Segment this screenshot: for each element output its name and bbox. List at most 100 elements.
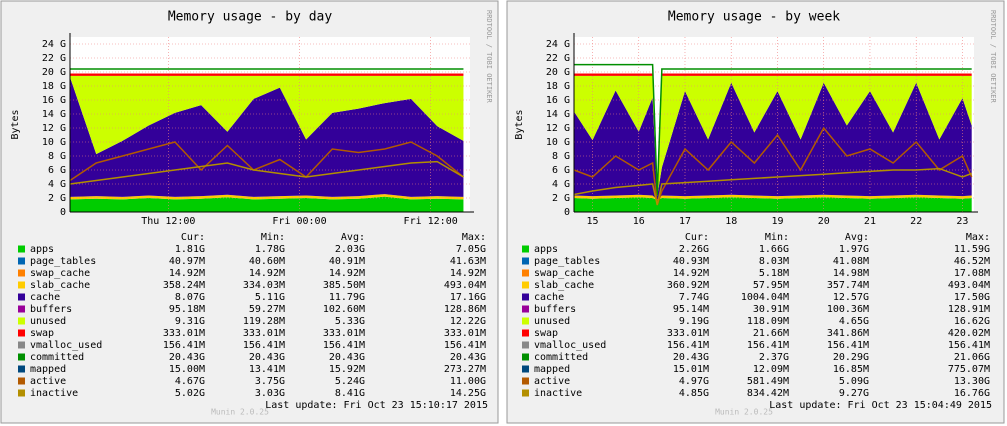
legend-swatch: [18, 341, 25, 349]
legend-swatch: [522, 305, 529, 313]
legend-stat: 333.01M: [163, 328, 205, 339]
legend-stat: 12.22G: [450, 316, 486, 327]
area: [70, 194, 464, 200]
legend-name: buffers: [30, 304, 72, 315]
y-tick-label: 2 G: [48, 193, 66, 204]
legend-stat: 9.19G: [679, 316, 709, 327]
y-tick-label: 12 G: [546, 123, 570, 134]
y-tick-label: 10 G: [42, 137, 66, 148]
y-tick-label: 14 G: [42, 109, 66, 120]
legend-stat: 14.92M: [249, 268, 285, 279]
y-tick-label: 14 G: [546, 109, 570, 120]
x-tick-label: 15: [586, 216, 598, 227]
y-tick-label: 22 G: [546, 53, 570, 64]
x-tick-label: Fri 00:00: [272, 216, 326, 227]
footer: Munin 2.0.25: [715, 408, 773, 417]
legend-stat: 156.41M: [667, 340, 709, 351]
legend-stat: 17.16G: [450, 292, 486, 303]
legend-name: buffers: [534, 304, 576, 315]
legend-name: page_tables: [534, 256, 600, 267]
legend-stat: 12.57G: [833, 292, 869, 303]
legend-name: swap_cache: [30, 268, 90, 279]
legend-stat: 17.08M: [954, 268, 990, 279]
legend-stat: 7.05G: [456, 244, 486, 255]
legend-stat: 40.91M: [329, 256, 365, 267]
x-tick-label: 17: [679, 216, 691, 227]
legend-stat: 13.41M: [249, 364, 285, 375]
legend-stat: 341.86M: [827, 328, 869, 339]
legend-stat: 156.41M: [827, 340, 869, 351]
x-tick-label: 23: [956, 216, 968, 227]
legend-stat: 385.50M: [323, 280, 365, 291]
legend-stat: 119.28M: [243, 316, 285, 327]
y-tick-label: 18 G: [42, 81, 66, 92]
y-tick-label: 20 G: [546, 67, 570, 78]
y-tick-label: 18 G: [546, 81, 570, 92]
legend-stat: 14.92M: [673, 268, 709, 279]
y-tick-label: 24 G: [546, 39, 570, 50]
legend-stat: 493.04M: [948, 280, 990, 291]
y-tick-label: 10 G: [546, 137, 570, 148]
legend-stat: 5.02G: [175, 388, 205, 399]
legend-stat: 100.36M: [827, 304, 869, 315]
legend-name: slab_cache: [30, 280, 90, 291]
legend-stat: 102.60M: [323, 304, 365, 315]
legend-stat: 156.41M: [948, 340, 990, 351]
y-tick-label: 8 G: [552, 151, 570, 162]
legend-stat: 41.08M: [833, 256, 869, 267]
legend-stat: 156.41M: [747, 340, 789, 351]
legend-stat: 333.01M: [444, 328, 486, 339]
x-tick-label: 18: [725, 216, 737, 227]
legend-stat: 40.60M: [249, 256, 285, 267]
legend-stat: 16.62G: [954, 316, 990, 327]
line: [69, 160, 464, 185]
legend-stat: 17.50G: [954, 292, 990, 303]
legend-stat: 9.27G: [839, 388, 869, 399]
y-tick-label: 2 G: [552, 193, 570, 204]
legend-name: active: [30, 376, 66, 387]
legend-stat: 8.03M: [759, 256, 789, 267]
x-tick-label: 21: [864, 216, 876, 227]
last-update: Last update: Fri Oct 23 15:04:49 2015: [769, 400, 992, 411]
legend-stat: 20.43G: [249, 352, 285, 363]
legend-stat: 13.30G: [954, 376, 990, 387]
legend-name: cache: [534, 292, 564, 303]
legend-stat: 5.09G: [839, 376, 869, 387]
legend-stat: 1.66G: [759, 244, 789, 255]
legend-stat: 1004.04M: [741, 292, 789, 303]
legend-header: Min:: [261, 232, 285, 243]
legend-stat: 775.07M: [948, 364, 990, 375]
x-tick-label: 19: [771, 216, 783, 227]
legend-stat: 1.78G: [255, 244, 285, 255]
legend-stat: 4.67G: [175, 376, 205, 387]
legend-name: unused: [534, 316, 570, 327]
legend-stat: 333.01M: [243, 328, 285, 339]
legend-stat: 14.25G: [450, 388, 486, 399]
legend-swatch: [522, 293, 529, 301]
legend-name: vmalloc_used: [534, 340, 606, 351]
line: [573, 126, 973, 206]
legend-stat: 20.43G: [673, 352, 709, 363]
legend-name: page_tables: [30, 256, 96, 267]
legend-header: Avg:: [845, 232, 869, 243]
legend-name: swap: [30, 328, 54, 339]
chart-title: Memory usage - by week: [668, 10, 840, 25]
legend-name: vmalloc_used: [30, 340, 102, 351]
legend-name: mapped: [534, 364, 570, 375]
legend-stat: 40.93M: [673, 256, 709, 267]
legend-stat: 360.92M: [667, 280, 709, 291]
y-tick-label: 4 G: [552, 179, 570, 190]
legend-swatch: [522, 377, 529, 385]
legend-stat: 1.81G: [175, 244, 205, 255]
x-tick-label: 20: [818, 216, 830, 227]
legend-swatch: [18, 365, 25, 373]
x-tick-label: Thu 12:00: [141, 216, 195, 227]
legend-stat: 5.24G: [335, 376, 365, 387]
legend-swatch: [522, 341, 529, 349]
legend-stat: 7.74G: [679, 292, 709, 303]
legend-stat: 8.07G: [175, 292, 205, 303]
legend-name: inactive: [534, 388, 582, 399]
legend-swatch: [522, 257, 529, 265]
legend-swatch: [18, 281, 25, 289]
